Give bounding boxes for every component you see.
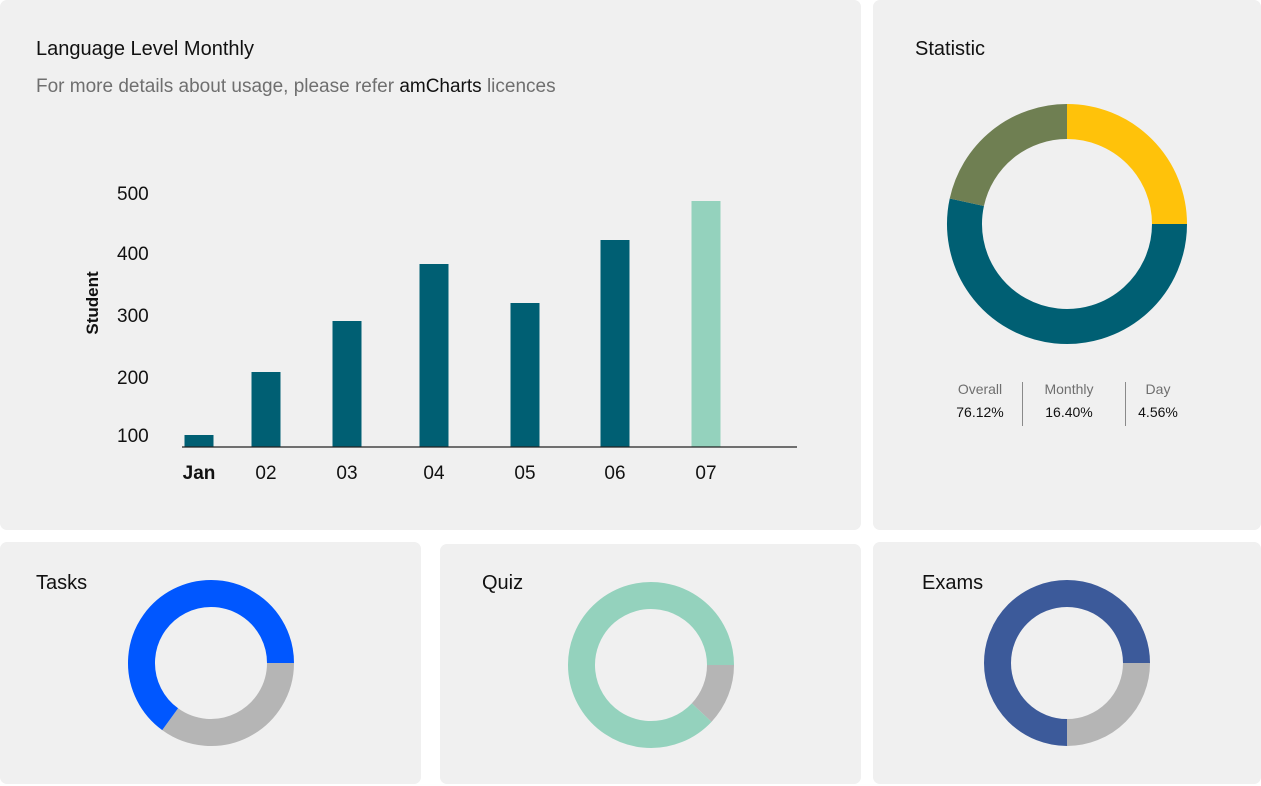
x-tick-label: Jan xyxy=(183,463,216,484)
bar-03 xyxy=(332,321,362,447)
donut-slice xyxy=(949,104,1068,207)
card-title: Language Level Monthly xyxy=(36,38,254,60)
x-tick-label: 05 xyxy=(514,463,535,484)
donut-slice xyxy=(162,662,294,746)
legend-item-overall: Overall 76.12% xyxy=(939,380,1021,420)
x-tick-label: 04 xyxy=(423,463,445,484)
x-tick-label: 02 xyxy=(255,463,276,484)
subtitle-text: For more details about usage, please ref… xyxy=(36,76,400,97)
legend-value: 16.40% xyxy=(1045,404,1093,420)
legend-item-monthly: Monthly 16.40% xyxy=(1028,380,1110,420)
card-title: Exams xyxy=(922,572,984,594)
bar-07 xyxy=(691,201,721,447)
card-title: Quiz xyxy=(482,572,524,594)
legend-divider xyxy=(1022,382,1023,426)
donut-slice xyxy=(568,582,734,748)
amcharts-link[interactable]: amCharts xyxy=(399,76,482,97)
statistic-card: Statistic Overall 76.12% Monthly 16.40% … xyxy=(873,0,1261,530)
x-tick-label: 03 xyxy=(336,463,357,484)
tasks-card: Tasks xyxy=(0,542,421,784)
legend-item-day: Day 4.56% xyxy=(1117,380,1199,420)
bar-05 xyxy=(510,303,540,447)
legend-label: Day xyxy=(1145,381,1171,397)
legend-label: Overall xyxy=(957,381,1003,397)
bar-chart: 100 200 300 400 500 Jan 02 03 04 05 06 07 Student xyxy=(83,184,797,484)
bar-06 xyxy=(600,240,630,447)
x-tick-label: 06 xyxy=(604,463,625,484)
legend-value: 76.12% xyxy=(956,404,1004,420)
card-title: Statistic xyxy=(915,38,986,60)
legend-value: 4.56% xyxy=(1138,404,1178,420)
subtitle-suffix: licences xyxy=(481,76,556,97)
donut-slice xyxy=(947,198,1187,344)
bar-Jan xyxy=(184,435,214,447)
y-tick-label: 300 xyxy=(117,306,149,327)
language-level-card: Language Level Monthly For more details … xyxy=(0,0,861,530)
exams-card: Exams xyxy=(873,542,1261,784)
bar-04 xyxy=(419,264,449,447)
card-title: Tasks xyxy=(36,572,88,594)
statistic-legend: Overall 76.12% Monthly 16.40% Day 4.56% xyxy=(939,380,1199,426)
card-subtitle: For more details about usage, please ref… xyxy=(36,76,556,98)
legend-divider xyxy=(1125,382,1126,426)
y-tick-label: 200 xyxy=(117,368,149,389)
y-tick-label: 100 xyxy=(117,426,149,447)
legend-label: Monthly xyxy=(1044,381,1094,397)
quiz-card: Quiz xyxy=(440,544,861,784)
x-tick-label: 07 xyxy=(695,463,716,484)
donut-slice xyxy=(128,580,294,731)
y-axis-label: Student xyxy=(83,271,102,335)
quiz-donut-chart xyxy=(568,582,734,748)
tasks-donut-chart xyxy=(128,580,294,746)
y-tick-label: 500 xyxy=(117,184,149,205)
bar-02 xyxy=(251,372,281,447)
donut-slice xyxy=(1066,104,1187,225)
statistic-donut-chart xyxy=(947,104,1187,344)
y-tick-label: 400 xyxy=(117,244,149,265)
exams-donut-chart xyxy=(984,580,1150,746)
donut-slice xyxy=(691,664,734,722)
donut-slice xyxy=(1066,662,1150,746)
donut-slice xyxy=(984,580,1150,746)
